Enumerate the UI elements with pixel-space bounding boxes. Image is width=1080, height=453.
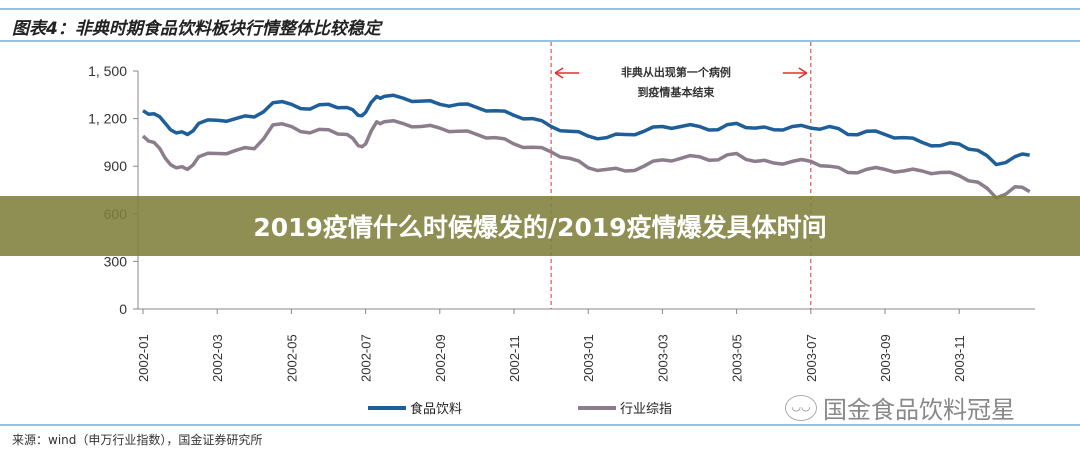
watermark: ◡◡ 国金食品饮料冠星 [785,390,1015,425]
x-tick-label: 2003-03 [655,334,670,382]
overlay-banner: 2019疫情什么时候爆发的/2019疫情爆发具体时间 [0,196,1080,256]
x-tick-label: 2002-07 [359,334,374,382]
title-rule-bottom [0,40,1080,42]
banner-text: 2019疫情什么时候爆发的/2019疫情爆发具体时间 [253,213,827,242]
annotation-line1: 非典从出现第一个病例 [621,65,731,79]
x-tick-label: 2002-05 [284,334,299,382]
x-tick-label: 2003-05 [730,334,745,382]
x-tick-label: 2003-07 [804,334,819,382]
y-tick-label: 300 [104,253,128,269]
legend-label: 行业综指 [620,402,672,417]
x-tick-label: 2003-11 [952,335,967,382]
x-tick-label: 2002-01 [136,334,151,382]
x-tick-label: 2003-09 [878,334,893,382]
arrow-right-head [798,67,808,79]
wechat-icon: ◡◡ [785,394,817,421]
x-tick-label: 2002-09 [433,334,448,382]
series-line-food-beverage [142,93,1030,167]
x-tick-label: 2002-11 [507,335,522,382]
source-note: 来源：wind（申万行业指数），国金证券研究所 [12,433,263,447]
y-tick-label: 900 [104,158,128,174]
annotation-line2: 到疫情基本结束 [637,85,715,99]
arrow-left-head [554,67,564,79]
footer-rule [0,424,1080,426]
series-line-industry-index [141,118,1031,200]
title-rule-top [0,8,1080,10]
y-tick-label: 1, 200 [88,111,127,127]
chart-title: 图表4：非典时期食品饮料板块行情整体比较稳定 [12,19,381,39]
watermark-text: 国金食品饮料冠星 [823,396,1015,424]
y-tick-label: 1, 500 [88,63,127,79]
legend-label: 食品饮料 [410,401,462,417]
x-tick-label: 2002-03 [210,334,225,382]
x-tick-label: 2003-01 [581,334,596,382]
y-tick-label: 0 [119,301,127,317]
